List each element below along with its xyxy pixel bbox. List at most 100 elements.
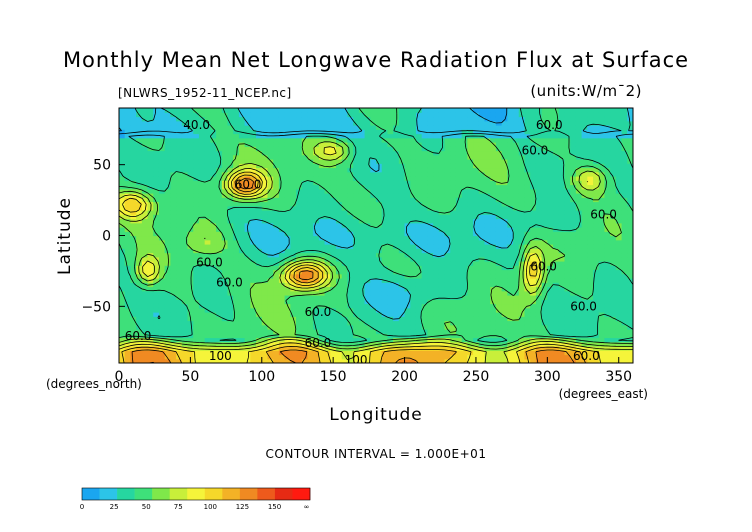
heatmap-cell <box>415 214 423 220</box>
heatmap-cell <box>353 286 360 292</box>
heatmap-cell <box>181 235 189 241</box>
heatmap-cell <box>176 129 183 135</box>
heatmap-cell <box>364 269 371 275</box>
heatmap-cell <box>467 295 474 300</box>
heatmap-cell <box>261 350 269 356</box>
heatmap-cell <box>278 350 286 356</box>
heatmap-cell <box>221 320 229 326</box>
heatmap-cell <box>290 214 297 220</box>
heatmap-cell <box>553 146 560 152</box>
heatmap-cell <box>570 295 577 300</box>
heatmap-cell <box>198 142 206 147</box>
heatmap-cell <box>570 137 577 143</box>
heatmap-cell <box>530 129 537 135</box>
heatmap-cell <box>124 142 132 147</box>
heatmap-cell <box>581 188 588 194</box>
heatmap-cell <box>387 129 394 135</box>
heatmap-cell <box>204 184 211 190</box>
heatmap-cell <box>181 188 189 194</box>
heatmap-cell <box>181 337 189 343</box>
heatmap-cell <box>273 252 280 258</box>
heatmap-cell <box>410 299 417 305</box>
heatmap-cell <box>495 256 503 262</box>
heatmap-cell <box>261 188 269 194</box>
heatmap-cell <box>501 333 508 339</box>
heatmap-cell <box>393 142 400 147</box>
heatmap-cell <box>273 354 280 360</box>
heatmap-cell <box>364 354 371 360</box>
heatmap-cell <box>461 295 468 300</box>
heatmap-cell <box>244 248 251 254</box>
heatmap-cell <box>370 133 377 139</box>
heatmap-cell <box>261 120 269 126</box>
heatmap-cell <box>547 159 554 164</box>
heatmap-cell <box>518 252 526 258</box>
heatmap-cell <box>153 295 160 300</box>
heatmap-cell <box>233 108 240 113</box>
heatmap-cell <box>336 248 343 254</box>
heatmap-cell <box>547 350 554 356</box>
heatmap-cell <box>244 197 251 203</box>
heatmap-cell <box>353 261 360 266</box>
heatmap-cell <box>136 171 143 177</box>
heatmap-cell <box>347 222 354 228</box>
heatmap-cell <box>187 125 194 130</box>
heatmap-cell <box>261 290 269 296</box>
heatmap-cell <box>124 146 132 152</box>
heatmap-cell <box>261 116 269 122</box>
heatmap-cell <box>301 142 309 147</box>
heatmap-cell <box>124 231 132 237</box>
heatmap-cell <box>558 278 566 283</box>
heatmap-cell <box>233 116 240 122</box>
heatmap-cell <box>530 171 537 177</box>
heatmap-cell <box>119 142 126 147</box>
heatmap-cell <box>176 341 183 347</box>
heatmap-cell <box>273 142 280 147</box>
heatmap-cell <box>553 167 560 173</box>
heatmap-cell <box>575 188 583 194</box>
heatmap-cell <box>473 142 480 147</box>
heatmap-cell <box>210 354 217 360</box>
heatmap-cell <box>381 125 389 130</box>
heatmap-cell <box>484 303 491 309</box>
heatmap-cell <box>256 286 263 292</box>
heatmap-cell <box>158 244 166 249</box>
heatmap-cell <box>136 303 143 309</box>
heatmap-cell <box>267 227 274 232</box>
heatmap-cell <box>450 116 457 122</box>
heatmap-cell <box>318 239 326 245</box>
heatmap-cell <box>238 273 246 279</box>
heatmap-cell <box>450 235 457 241</box>
heatmap-cell <box>198 150 206 156</box>
heatmap-cell <box>381 222 389 228</box>
heatmap-cell <box>244 350 251 356</box>
heatmap-cell <box>273 137 280 143</box>
units-sup: ¯ <box>617 82 626 100</box>
heatmap-cell <box>524 350 531 356</box>
heatmap-cell <box>507 261 514 266</box>
heatmap-cell <box>347 261 354 266</box>
heatmap-cell <box>330 120 337 126</box>
heatmap-cell <box>136 146 143 152</box>
heatmap-cell <box>381 176 389 181</box>
heatmap-cell <box>193 295 200 300</box>
heatmap-cell <box>535 286 543 292</box>
heatmap-cell <box>233 231 240 237</box>
heatmap-cell <box>273 316 280 322</box>
heatmap-cell <box>158 163 166 169</box>
heatmap-cell <box>301 154 309 160</box>
heatmap-cell <box>273 146 280 152</box>
heatmap-cell <box>170 341 177 347</box>
heatmap-cell <box>261 358 269 363</box>
heatmap-cell <box>278 295 286 300</box>
heatmap-cell <box>278 341 286 347</box>
heatmap-cell <box>216 273 223 279</box>
heatmap-cell <box>347 239 354 245</box>
heatmap-cell <box>210 269 217 275</box>
heatmap-cell <box>181 290 189 296</box>
heatmap-cell <box>187 159 194 164</box>
heatmap-cell <box>141 350 149 356</box>
heatmap-cell <box>547 176 554 181</box>
heatmap-cell <box>507 303 514 309</box>
heatmap-cell <box>421 210 428 215</box>
